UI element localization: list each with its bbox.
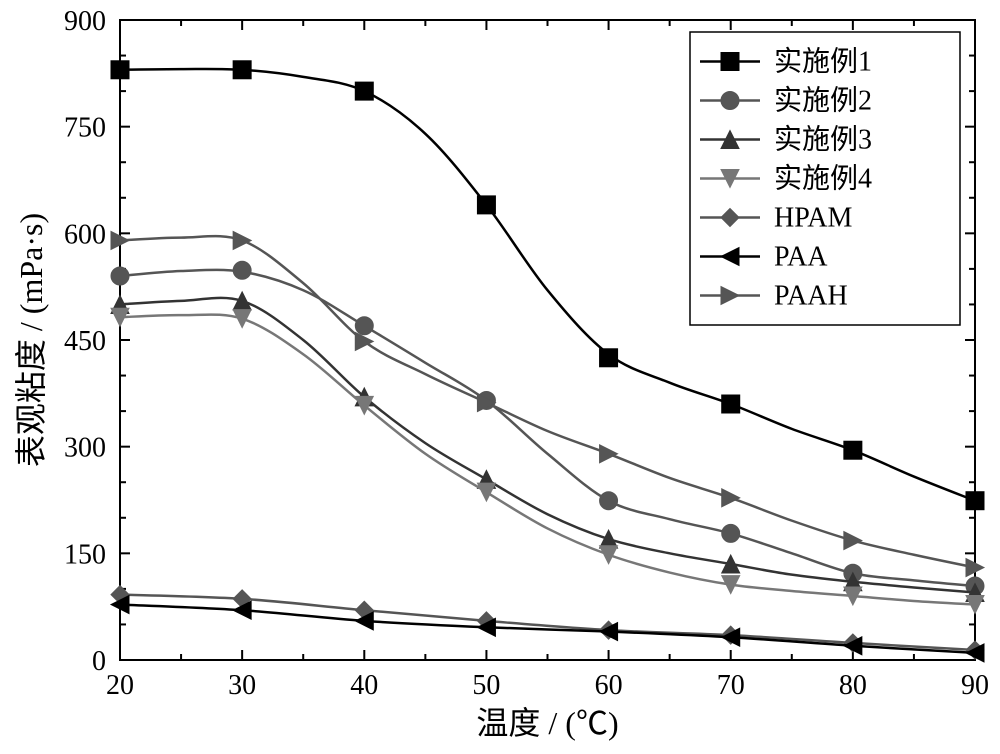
viscosity-temperature-chart: 20304050607080900150300450600750900温度 / … xyxy=(0,0,1000,754)
legend-label-2: 实施例3 xyxy=(774,124,872,156)
chart-svg: 20304050607080900150300450600750900温度 / … xyxy=(0,0,1000,754)
svg-text:70: 70 xyxy=(717,670,745,701)
legend-label-4: HPAM xyxy=(774,203,852,234)
legend-label-1: 实施例2 xyxy=(774,85,872,117)
svg-text:300: 300 xyxy=(64,433,106,464)
svg-text:750: 750 xyxy=(64,113,106,144)
legend: 实施例1 实施例2 实施例3 实施例4 HPAM PAA PAAH xyxy=(690,32,960,325)
svg-text:150: 150 xyxy=(64,539,106,570)
x-axis-title: 温度 / (℃) xyxy=(476,705,618,741)
y-axis-title: 表观粘度 / (mPa·s) xyxy=(13,213,49,467)
svg-text:900: 900 xyxy=(64,6,106,37)
svg-text:80: 80 xyxy=(839,670,867,701)
svg-text:90: 90 xyxy=(961,670,989,701)
svg-text:20: 20 xyxy=(106,670,134,701)
svg-text:600: 600 xyxy=(64,219,106,250)
svg-text:50: 50 xyxy=(472,670,500,701)
legend-label-0: 实施例1 xyxy=(774,46,872,78)
svg-text:450: 450 xyxy=(64,326,106,357)
svg-text:0: 0 xyxy=(92,646,106,677)
svg-text:40: 40 xyxy=(350,670,378,701)
svg-text:30: 30 xyxy=(228,670,256,701)
legend-label-6: PAAH xyxy=(774,281,848,312)
legend-label-3: 实施例4 xyxy=(774,163,872,195)
svg-text:60: 60 xyxy=(595,670,623,701)
legend-label-5: PAA xyxy=(774,242,828,273)
